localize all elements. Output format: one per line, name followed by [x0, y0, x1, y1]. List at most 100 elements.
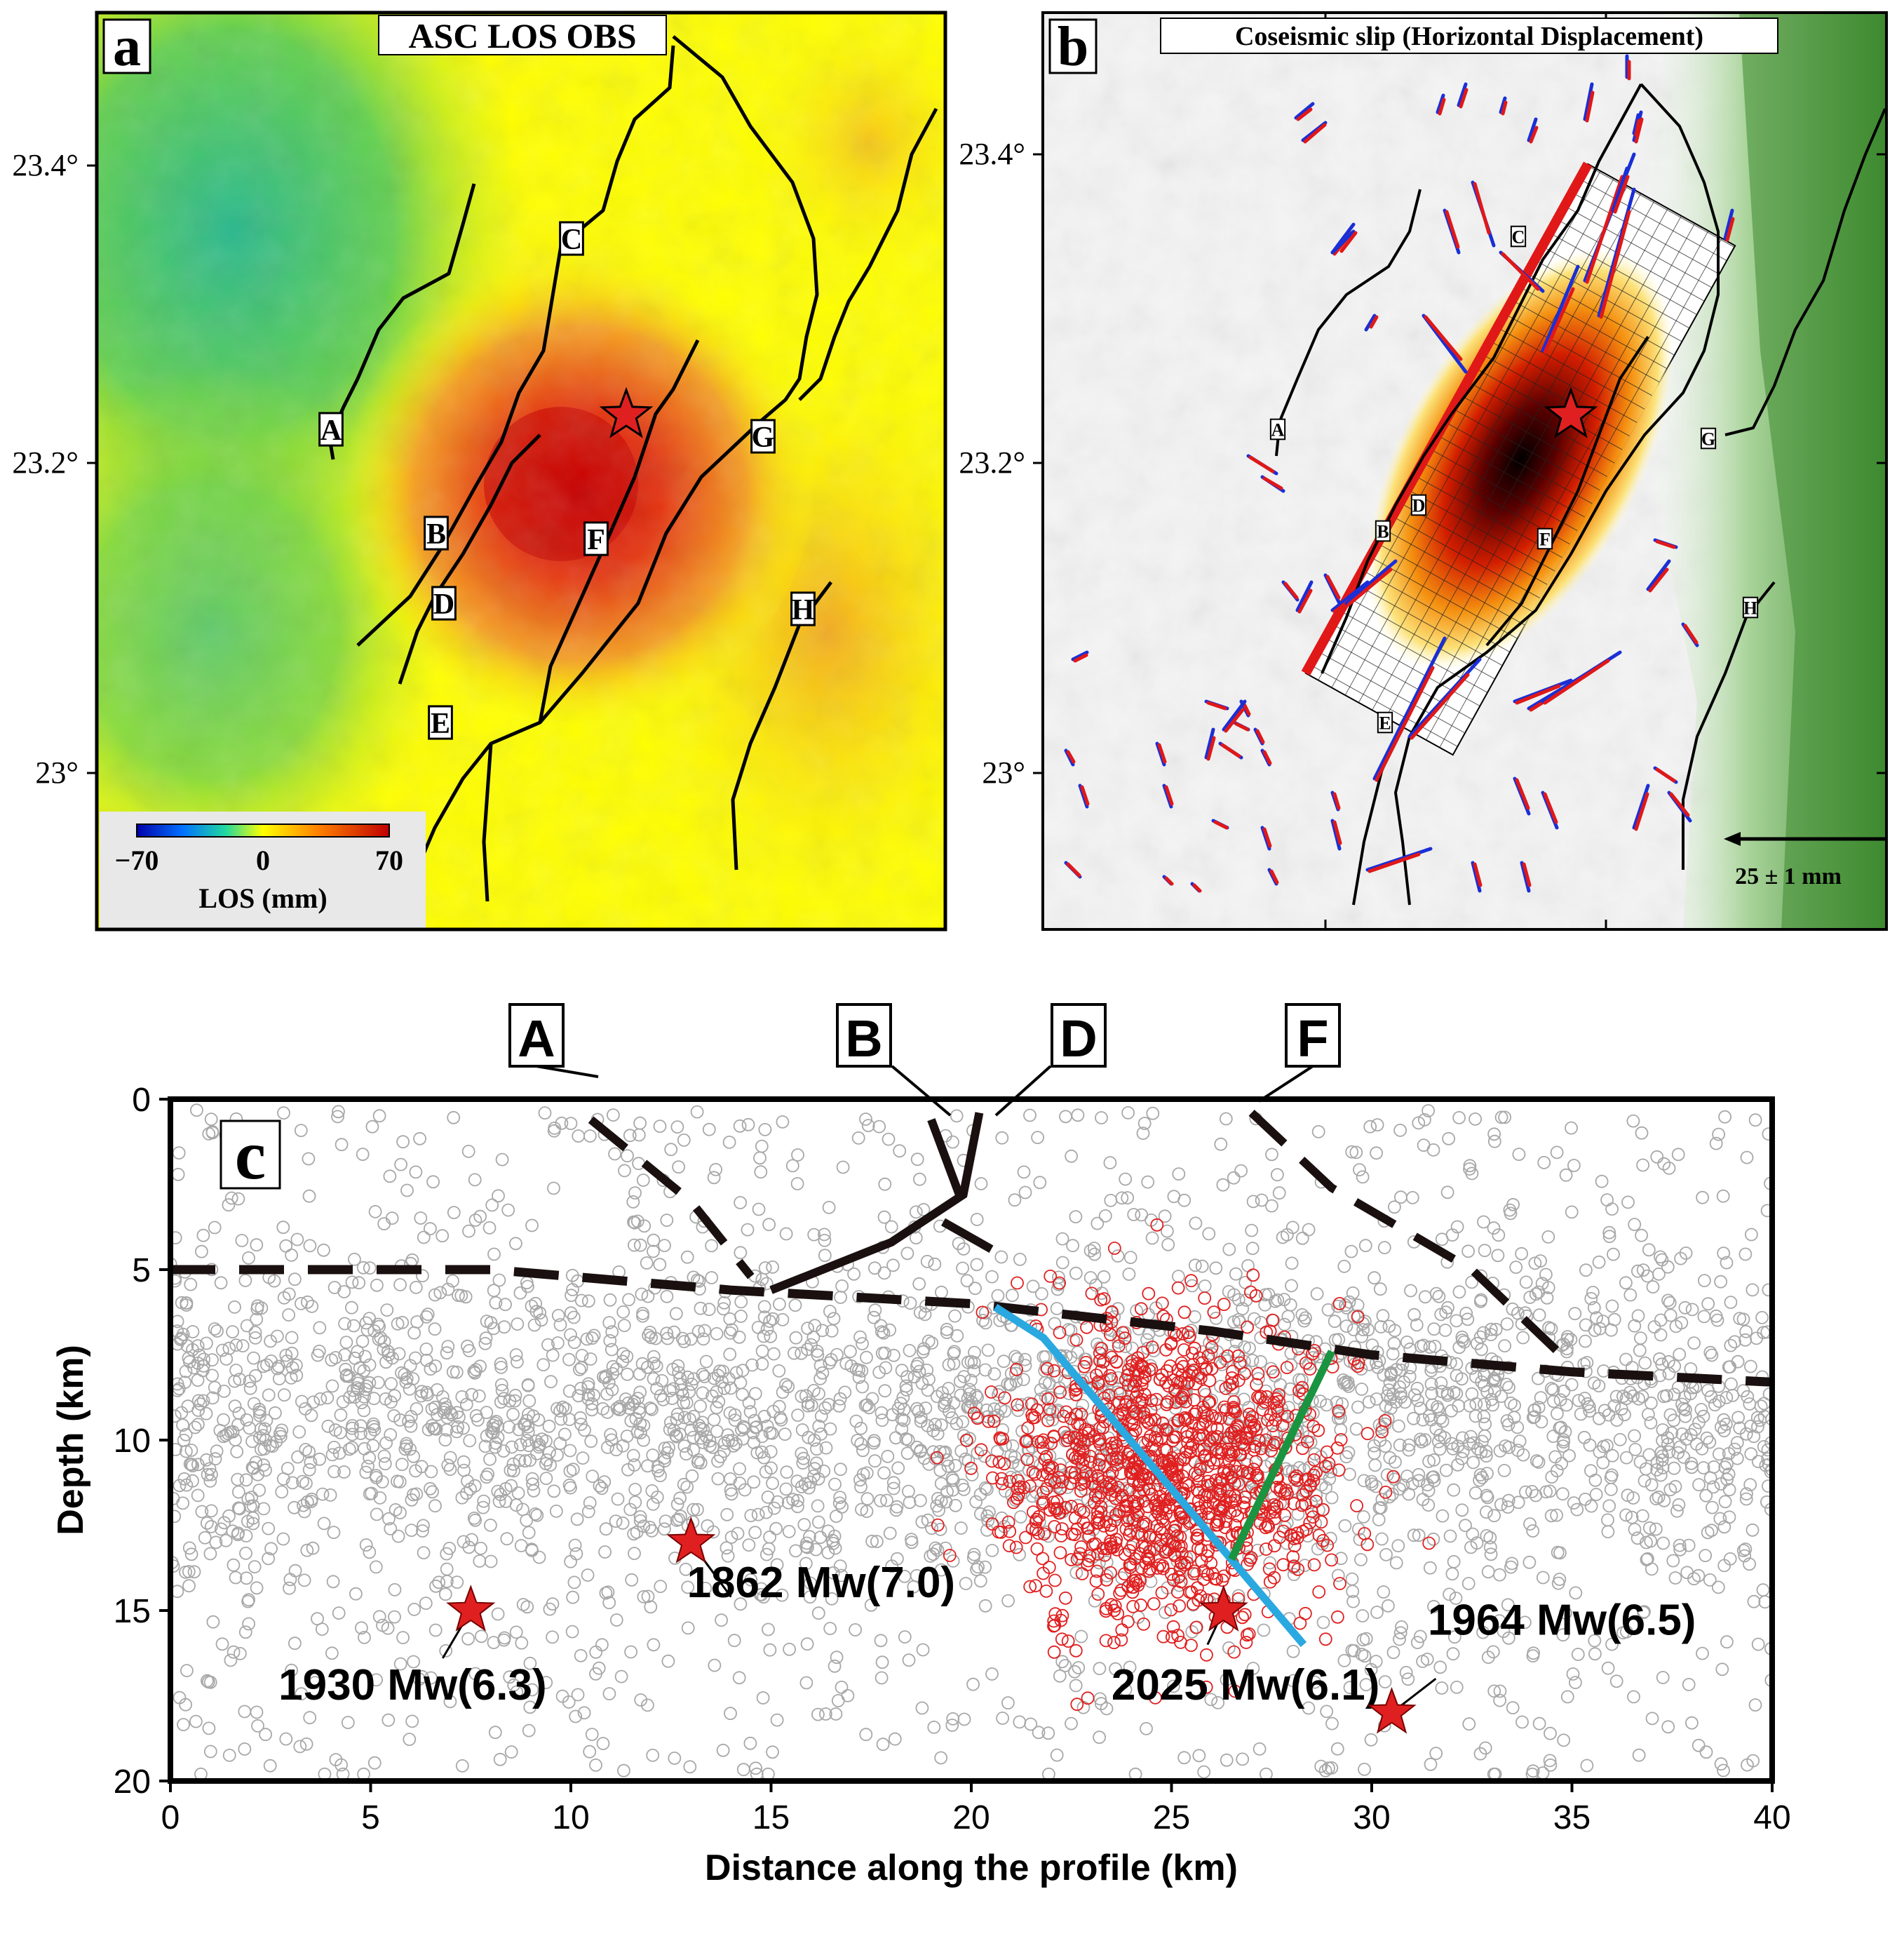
seismicity-point — [279, 1732, 293, 1746]
seismicity-point — [636, 1174, 650, 1187]
seismicity-point — [1741, 1390, 1755, 1404]
svg-text:F: F — [1539, 529, 1551, 549]
seismicity-point — [900, 1370, 914, 1384]
seismicity-point — [250, 1299, 264, 1313]
seismicity-point — [604, 1427, 617, 1441]
seismicity-point — [424, 1481, 437, 1495]
seismicity-point — [1447, 1483, 1461, 1497]
seismicity-point — [180, 1664, 194, 1678]
seismicity-point — [1295, 1308, 1309, 1322]
seismicity-point — [1227, 1171, 1241, 1185]
seismicity-point — [488, 1440, 502, 1454]
seismicity-point — [1407, 1411, 1420, 1425]
seismicity-point — [1607, 1247, 1620, 1261]
seismicity-point — [450, 1425, 464, 1439]
seismicity-point — [584, 1434, 598, 1448]
seismicity-point — [419, 1596, 433, 1611]
seismicity-point — [1400, 1336, 1414, 1349]
seismicity-point — [393, 1278, 407, 1291]
seismicity-point — [1264, 1362, 1278, 1376]
seismicity-point — [539, 1434, 553, 1448]
seismicity-point — [1429, 1747, 1443, 1761]
seismicity-point — [229, 1433, 242, 1447]
seismicity-point — [995, 1511, 1008, 1525]
seismicity-point — [732, 1330, 746, 1344]
seismicity-point — [227, 1558, 241, 1572]
fault-b-A-line — [1275, 189, 1422, 457]
seismicity-point — [1513, 1434, 1527, 1448]
seismicity-point — [179, 1364, 193, 1378]
seismicity-point — [1720, 1635, 1734, 1649]
seismicity-point — [338, 1317, 352, 1331]
seismicity-point — [925, 1521, 938, 1535]
seismicity-point — [1715, 1662, 1729, 1676]
seismicity-point — [276, 1532, 290, 1546]
seismicity-point — [663, 1423, 677, 1437]
seismicity-point — [1717, 1424, 1731, 1437]
seismicity-point — [1461, 1244, 1476, 1258]
seismicity-point — [1512, 1148, 1526, 1161]
seismicity-point — [1255, 1193, 1269, 1207]
seismicity-point — [1714, 1275, 1728, 1289]
seismicity-point — [779, 1227, 793, 1241]
seismicity-point — [1355, 1648, 1369, 1661]
seismicity-point — [229, 1338, 243, 1352]
seismicity-point — [1332, 1406, 1346, 1420]
seismicity-point — [502, 1420, 516, 1434]
seismicity-point — [1761, 1452, 1772, 1466]
seismicity-point — [853, 1330, 867, 1344]
seismicity-point — [487, 1636, 501, 1650]
seismicity-point — [292, 1425, 306, 1439]
seismicity-point — [1330, 1742, 1344, 1756]
seismicity-point — [327, 1440, 341, 1454]
seismicity-point — [1635, 1509, 1649, 1523]
seismicity-point — [1184, 1324, 1198, 1337]
seismicity-point — [484, 1518, 497, 1532]
seismicity-point — [796, 1456, 810, 1470]
seismicity-point — [684, 1378, 698, 1391]
seismicity-point — [372, 1332, 386, 1346]
seismicity-point — [497, 1633, 511, 1647]
seismicity-point — [595, 1481, 609, 1495]
seismicity-point — [897, 1413, 911, 1427]
displacement-vector — [1513, 777, 1531, 816]
seismicity-point — [1422, 1454, 1436, 1468]
seismicity-point — [205, 1467, 218, 1481]
seismicity-point — [1738, 1247, 1753, 1261]
seismicity-point — [1271, 1168, 1284, 1182]
seismicity-point — [818, 1228, 831, 1242]
seismicity-point — [1285, 1221, 1299, 1235]
seismicity-point — [1377, 1241, 1391, 1254]
seismicity-point — [299, 1737, 313, 1751]
seismicity-point — [723, 1326, 737, 1340]
seismicity-point — [894, 1397, 907, 1411]
seismicity-point — [1014, 1510, 1027, 1524]
seismicity-point — [637, 1433, 650, 1447]
seismicity-point — [1717, 1763, 1730, 1777]
seismicity-point — [882, 1132, 896, 1146]
seismicity-point — [1431, 1402, 1445, 1416]
aftershock-point — [1003, 1524, 1017, 1538]
seismicity-point — [457, 1535, 471, 1549]
seismicity-point — [940, 1322, 954, 1336]
seismicity-point — [529, 1434, 543, 1448]
seismicity-point — [522, 1526, 536, 1540]
seismicity-point — [1314, 1759, 1328, 1773]
seismicity-point — [603, 1293, 617, 1307]
seismicity-point — [945, 1471, 959, 1485]
seismicity-point — [1418, 1433, 1432, 1447]
seismicity-point — [1485, 1392, 1499, 1406]
seismicity-point — [536, 1358, 551, 1371]
seismicity-point — [920, 1255, 934, 1268]
seismicity-point — [1265, 1148, 1278, 1162]
seismicity-point — [1546, 1383, 1560, 1397]
seismicity-point — [971, 1446, 985, 1460]
seismicity-point — [757, 1590, 771, 1604]
seismicity-point — [1320, 1705, 1334, 1719]
seismicity-point — [417, 1546, 431, 1560]
seismicity-point — [563, 1464, 577, 1478]
seismicity-point — [773, 1297, 786, 1311]
seismicity-point — [970, 1258, 984, 1272]
seismicity-point — [1671, 1148, 1685, 1162]
seismicity-point — [277, 1388, 291, 1401]
